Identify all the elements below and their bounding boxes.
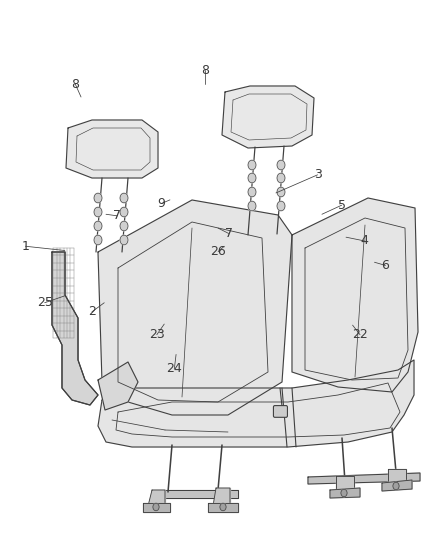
Text: 7: 7: [225, 227, 233, 240]
Text: 4: 4: [360, 235, 368, 247]
Circle shape: [341, 489, 347, 497]
Text: 23: 23: [149, 328, 165, 341]
Text: 6: 6: [381, 259, 389, 272]
Text: 5: 5: [338, 199, 346, 212]
Polygon shape: [336, 476, 354, 494]
Circle shape: [248, 187, 256, 197]
Text: 7: 7: [113, 209, 121, 222]
Polygon shape: [292, 198, 418, 392]
Polygon shape: [66, 120, 158, 178]
Polygon shape: [308, 473, 420, 484]
Circle shape: [277, 173, 285, 183]
Text: 8: 8: [201, 64, 209, 77]
Polygon shape: [208, 503, 238, 512]
Circle shape: [277, 160, 285, 170]
Circle shape: [277, 187, 285, 197]
Circle shape: [248, 173, 256, 183]
Circle shape: [94, 193, 102, 203]
Text: 8: 8: [71, 78, 79, 91]
Circle shape: [120, 221, 128, 231]
Polygon shape: [98, 362, 138, 410]
Polygon shape: [98, 360, 414, 447]
Text: 22: 22: [352, 328, 368, 341]
Circle shape: [248, 201, 256, 211]
Circle shape: [94, 207, 102, 217]
Circle shape: [120, 193, 128, 203]
Text: 9: 9: [157, 197, 165, 210]
Circle shape: [277, 201, 285, 211]
Text: 26: 26: [210, 245, 226, 258]
Polygon shape: [388, 469, 406, 487]
Circle shape: [94, 235, 102, 245]
Polygon shape: [330, 488, 360, 498]
Polygon shape: [213, 488, 230, 506]
Circle shape: [120, 207, 128, 217]
Circle shape: [120, 235, 128, 245]
Polygon shape: [98, 200, 292, 415]
Polygon shape: [222, 86, 314, 148]
Text: 24: 24: [166, 362, 182, 375]
Polygon shape: [52, 252, 98, 405]
FancyBboxPatch shape: [273, 406, 287, 417]
Polygon shape: [143, 503, 170, 512]
Circle shape: [248, 160, 256, 170]
Text: 25: 25: [37, 296, 53, 309]
Polygon shape: [382, 480, 412, 491]
Polygon shape: [152, 490, 238, 498]
Circle shape: [153, 503, 159, 511]
Circle shape: [94, 221, 102, 231]
Text: 2: 2: [88, 305, 96, 318]
Polygon shape: [148, 490, 165, 506]
Circle shape: [393, 482, 399, 490]
Text: 3: 3: [314, 168, 321, 181]
Text: 1: 1: [21, 240, 29, 253]
Circle shape: [220, 503, 226, 511]
